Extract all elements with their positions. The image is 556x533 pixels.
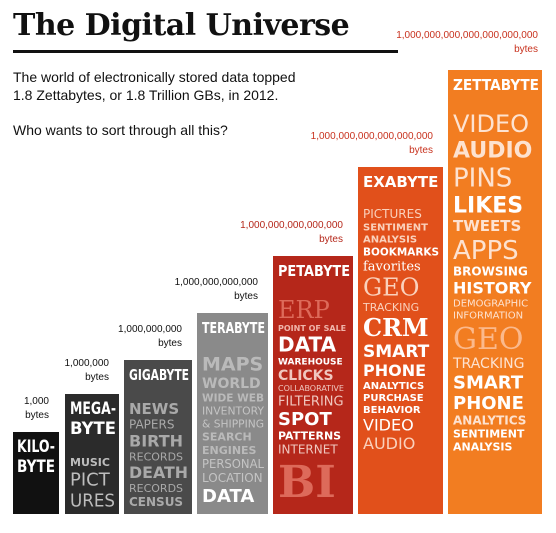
bar-word: MAPS xyxy=(202,353,263,375)
bar-word: GEO xyxy=(453,322,523,357)
bar-word: INTERNET xyxy=(278,443,338,457)
bar-word: TRACKING xyxy=(452,356,524,372)
bar-word: SPOT xyxy=(278,409,332,430)
bar-word: SMART xyxy=(453,372,524,393)
bar-word: WIDE WEB xyxy=(202,391,264,404)
bar-word: AUDIO xyxy=(363,434,415,453)
bar-word: SENTIMENT xyxy=(363,222,428,233)
bar-word: PHONE xyxy=(453,393,524,414)
bar-word: URES xyxy=(70,490,115,511)
bar-word: PICTURES xyxy=(363,207,422,221)
bar-word: favorites xyxy=(363,259,421,274)
bar-word: ANALYTICS xyxy=(363,381,424,392)
bar-word: ANALYSIS xyxy=(363,234,417,245)
bar-word: PATTERNS xyxy=(278,430,341,443)
bar-word: NEWS xyxy=(129,400,179,418)
bar-word: DEATH xyxy=(129,463,188,482)
bar-word: CENSUS xyxy=(129,495,183,509)
value-label: 1,000,000 xyxy=(65,358,110,369)
bar-word: PHONE xyxy=(363,361,426,380)
bar-word: MUSIC xyxy=(70,456,110,469)
value-label: 1,000,000,000,000,000,000 xyxy=(311,131,434,142)
bar-name: BYTE xyxy=(70,419,116,439)
value-unit: bytes xyxy=(85,372,109,383)
bar-name: MEGA- xyxy=(70,399,116,419)
bar-word: SMART xyxy=(363,342,430,362)
bar-word: LOCATION xyxy=(202,471,263,485)
value-label: 1,000,000,000 xyxy=(118,324,182,335)
bar-word: SENTIMENT xyxy=(453,428,525,441)
bar-word: PAPERS xyxy=(129,418,174,432)
bar-word: INVENTORY xyxy=(202,405,264,418)
bar-word: ANALYTICS xyxy=(453,413,526,427)
bar-word: DATA xyxy=(278,333,337,357)
bar-word: SEARCH xyxy=(202,431,252,444)
bar-word: PINS xyxy=(453,164,512,194)
bar-word: HISTORY xyxy=(453,278,532,297)
bar-name: PETABYTE xyxy=(278,262,350,280)
bar-word: GEO xyxy=(363,274,419,302)
bar-name: KILO- xyxy=(17,437,55,457)
value-label: 1,000,000,000,000,000,000,000 xyxy=(396,30,538,41)
bar-word: VIDEO xyxy=(453,110,529,138)
value-unit: bytes xyxy=(158,338,182,349)
bar-word: CLICKS xyxy=(278,368,334,384)
bar-word: WAREHOUSE xyxy=(278,357,343,367)
bar-name: BYTE xyxy=(17,457,55,477)
bar-word: RECORDS xyxy=(129,482,183,495)
bar-word: ANALYSIS xyxy=(453,441,513,454)
bar-word: CRM xyxy=(363,313,429,342)
bar-word: BROWSING xyxy=(453,265,528,279)
value-unit: bytes xyxy=(25,410,49,421)
bar-word: PICT xyxy=(70,470,111,491)
bar-word: LIKES xyxy=(453,193,523,218)
bar-word: BIRTH xyxy=(129,431,183,450)
bar-word: FILTERING xyxy=(278,394,344,409)
bar-word: APPS xyxy=(453,236,519,266)
bar-word: ENGINES xyxy=(202,444,257,457)
bar-name: EXABYTE xyxy=(363,173,438,191)
bar-word: RECORDS xyxy=(129,450,183,463)
bar-word: TRACKING xyxy=(362,301,419,314)
bar-word: BI xyxy=(278,457,336,508)
bar-word: PURCHASE xyxy=(363,393,424,404)
value-unit: bytes xyxy=(514,44,538,55)
bar-word: DEMOGRAPHIC xyxy=(453,299,528,310)
bar-word: PERSONAL xyxy=(202,457,264,471)
bar-word: INFORMATION xyxy=(453,311,523,322)
bar-word: TWEETS xyxy=(453,217,521,235)
value-label: 1,000,000,000,000,000 xyxy=(240,220,343,231)
value-unit: bytes xyxy=(234,291,258,302)
bar-word: BEHAVIOR xyxy=(363,405,421,416)
bar-word: AUDIO xyxy=(453,139,532,164)
value-label: 1,000,000,000,000 xyxy=(175,277,259,288)
bar-name: TERABYTE xyxy=(202,319,265,337)
bar-word: DATA xyxy=(202,486,254,507)
bar-name: GIGABYTE xyxy=(129,366,189,384)
value-unit: bytes xyxy=(409,145,433,156)
bar-word: ERP xyxy=(278,296,330,324)
bar-word: VIDEO xyxy=(363,416,414,435)
bar-word: WORLD xyxy=(202,376,261,392)
bar-name: ZETTABYTE xyxy=(453,76,539,94)
bar-word: POINT OF SALE xyxy=(278,324,346,333)
bar-word: BOOKMARKS xyxy=(363,245,439,258)
bar-word: & SHIPPING xyxy=(202,418,264,431)
bar-word: COLLABORATIVE xyxy=(278,384,344,393)
value-unit: bytes xyxy=(319,234,343,245)
value-label: 1,000 xyxy=(24,396,49,407)
